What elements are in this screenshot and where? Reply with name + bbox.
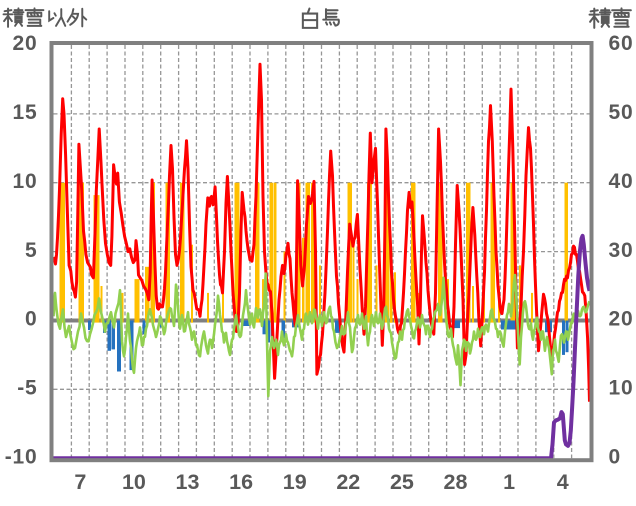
svg-text:0: 0: [25, 308, 37, 331]
svg-text:22: 22: [336, 470, 360, 494]
svg-text:16: 16: [229, 470, 253, 494]
svg-text:-10: -10: [5, 445, 38, 468]
svg-text:7: 7: [74, 470, 86, 494]
svg-text:10: 10: [609, 377, 634, 400]
svg-text:5: 5: [25, 239, 37, 262]
svg-text:20: 20: [13, 32, 38, 55]
svg-text:10: 10: [122, 470, 146, 494]
svg-text:40: 40: [609, 170, 634, 193]
svg-text:1: 1: [503, 470, 515, 494]
svg-text:0: 0: [609, 445, 621, 468]
svg-text:-5: -5: [17, 377, 37, 400]
svg-text:4: 4: [557, 470, 569, 494]
svg-text:25: 25: [390, 470, 414, 494]
svg-text:19: 19: [283, 470, 307, 494]
svg-text:15: 15: [13, 101, 38, 124]
svg-text:50: 50: [609, 101, 634, 124]
svg-text:28: 28: [444, 470, 468, 494]
svg-text:20: 20: [609, 308, 634, 331]
svg-text:10: 10: [13, 170, 38, 193]
svg-text:30: 30: [609, 239, 634, 262]
svg-text:60: 60: [609, 32, 634, 55]
svg-text:13: 13: [176, 470, 200, 494]
